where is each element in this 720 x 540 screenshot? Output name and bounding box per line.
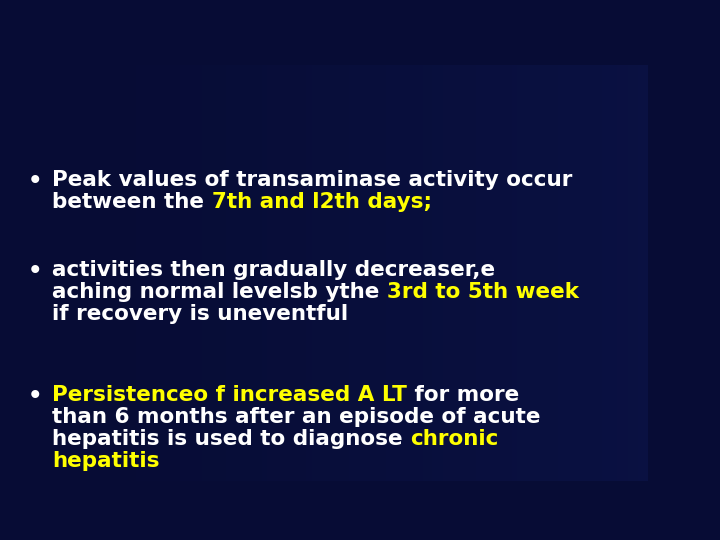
Text: •: • — [28, 385, 42, 408]
Text: than 6 months after an episode of acute: than 6 months after an episode of acute — [52, 407, 541, 427]
Text: if recovery is uneventful: if recovery is uneventful — [52, 304, 348, 324]
Text: •: • — [28, 170, 42, 193]
Text: hepatitis is used to diagnose: hepatitis is used to diagnose — [52, 429, 410, 449]
Text: chronic: chronic — [410, 429, 498, 449]
Text: Persistenceo f increased A LT: Persistenceo f increased A LT — [52, 385, 407, 405]
Text: activities then gradually decreaser,e: activities then gradually decreaser,e — [52, 260, 495, 280]
Text: for more: for more — [407, 385, 519, 405]
Text: 3rd to 5th week: 3rd to 5th week — [387, 282, 579, 302]
Text: hepatitis: hepatitis — [52, 451, 160, 471]
Text: •: • — [28, 260, 42, 283]
Text: 7th and l2th days;: 7th and l2th days; — [212, 192, 431, 212]
Text: between the: between the — [52, 192, 212, 212]
Text: aching normal levelsb ythe: aching normal levelsb ythe — [52, 282, 387, 302]
Text: Peak values of transaminase activity occur: Peak values of transaminase activity occ… — [52, 170, 572, 190]
